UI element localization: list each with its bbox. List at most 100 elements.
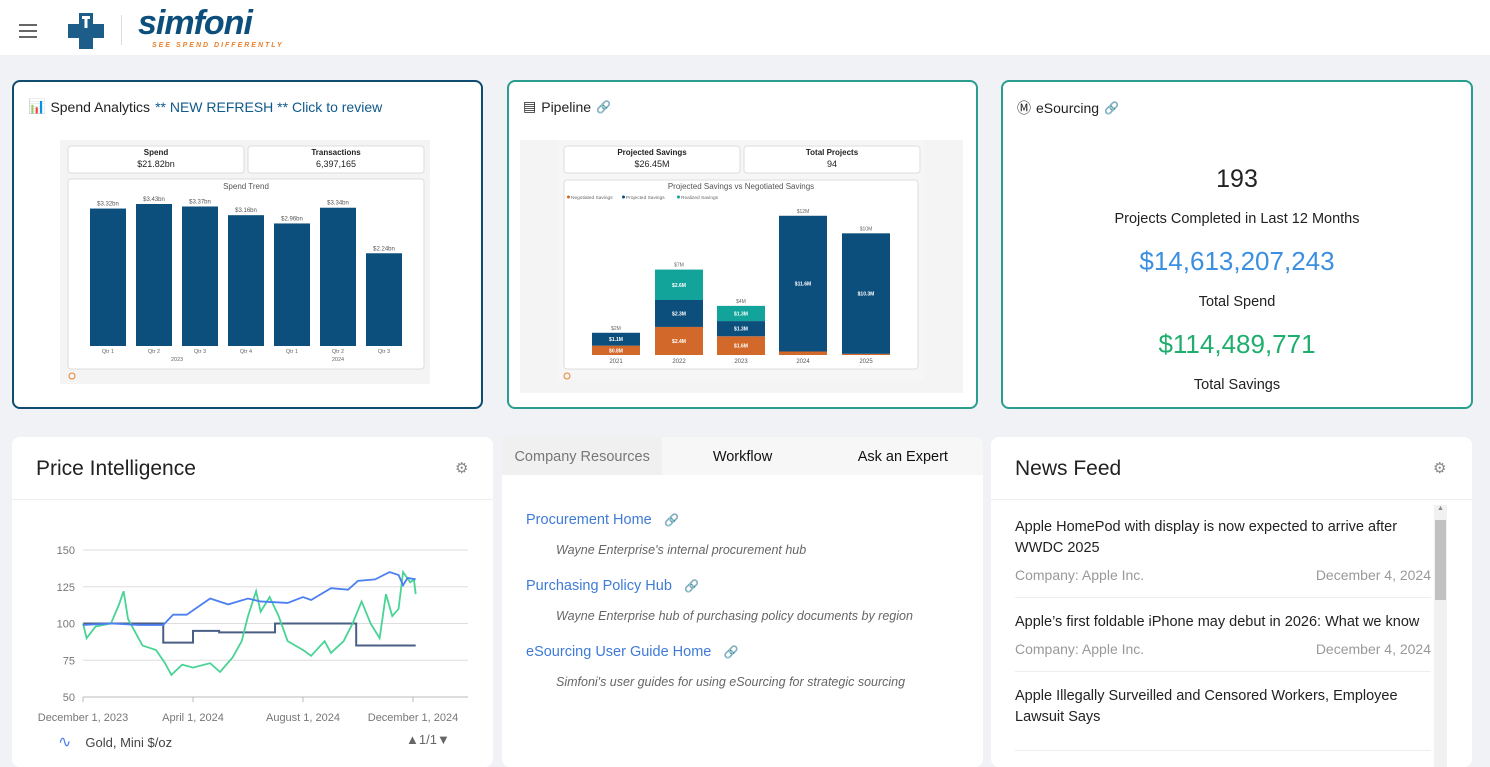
legend-label: Gold, Mini $/oz bbox=[85, 734, 173, 750]
x-group-label: 2023 bbox=[171, 357, 183, 363]
kpi-value: $26.45M bbox=[634, 159, 669, 169]
legend-wave-icon: ∿ bbox=[58, 734, 72, 751]
x-tick-label: Qtr 3 bbox=[194, 349, 206, 355]
x-tick-label: December 1, 2024 bbox=[368, 712, 459, 724]
resource-description: Wayne Enterprise hub of purchasing polic… bbox=[556, 609, 913, 623]
projects-label: Projects Completed in Last 12 Months bbox=[1114, 211, 1360, 227]
total-label: $7M bbox=[674, 263, 684, 269]
kpi-box bbox=[743, 145, 921, 174]
x-group-label: 2024 bbox=[332, 357, 344, 363]
news-item[interactable]: Apple HomePod with display is now expect… bbox=[1015, 517, 1431, 598]
x-tick-label: 2021 bbox=[609, 359, 623, 365]
news-title[interactable]: Apple Illegally Surveilled and Censored … bbox=[1015, 688, 1398, 725]
link-icon[interactable]: 🔗 bbox=[684, 579, 700, 593]
tab-company-resources[interactable]: Company Resources bbox=[502, 437, 663, 475]
card-title: Price Intelligence bbox=[36, 457, 196, 480]
bar-segment bbox=[842, 233, 890, 354]
resource-link[interactable]: Procurement Home bbox=[526, 512, 652, 528]
total-savings-value: $114,489,771 bbox=[1158, 329, 1316, 359]
news-list: Apple HomePod with display is now expect… bbox=[1015, 517, 1431, 765]
bar-label: $3.16bn bbox=[235, 208, 257, 214]
x-tick-label: April 1, 2024 bbox=[162, 712, 224, 724]
tab-ask-an-expert[interactable]: Ask an Expert bbox=[857, 449, 948, 465]
bar bbox=[320, 207, 356, 346]
x-tick-label: Qtr 4 bbox=[240, 349, 252, 355]
simfoni-mark-icon bbox=[563, 372, 571, 380]
legend-label: Projected Savings bbox=[626, 195, 665, 201]
segment-label: $2.4M bbox=[672, 339, 686, 345]
link-icon[interactable]: 🔗 bbox=[664, 513, 680, 527]
link-icon[interactable]: 🔗 bbox=[1104, 101, 1119, 115]
total-savings-label: Total Savings bbox=[1193, 377, 1281, 393]
bar-segment bbox=[717, 305, 765, 322]
price-intelligence-card: Price Intelligence ⚙ 50 75 100 125 150 Decemb… bbox=[12, 437, 493, 767]
pipeline-card[interactable]: ▤ Pipeline 🔗 Projected Savings $26.45M Total… bbox=[507, 80, 978, 409]
bar-segment bbox=[592, 332, 640, 346]
kpi-value: 94 bbox=[827, 159, 837, 169]
legend-dot bbox=[622, 195, 625, 199]
resource-item: Purchasing Policy Hub 🔗 Wayne Enterprise … bbox=[526, 577, 913, 623]
kpi-label: Transactions bbox=[311, 148, 361, 157]
bar bbox=[182, 206, 218, 346]
y-tick-label: 50 bbox=[63, 692, 75, 704]
news-title[interactable]: Apple’s first foldable iPhone may debut … bbox=[1015, 614, 1420, 630]
kpi-box bbox=[247, 145, 425, 174]
refresh-link[interactable]: ** NEW REFRESH ** Click to review bbox=[155, 98, 383, 115]
news-date: December 4, 2024 bbox=[1315, 567, 1431, 583]
news-item[interactable]: Apple’s first foldable iPhone may debut … bbox=[1015, 612, 1431, 672]
kpi-box bbox=[563, 145, 741, 174]
x-tick-label: 2025 bbox=[859, 359, 873, 365]
link-icon[interactable]: 🔗 bbox=[723, 645, 739, 659]
chart-title: Spend Trend bbox=[223, 182, 269, 191]
segment-label: $1.3M bbox=[734, 327, 748, 333]
gear-icon[interactable]: ⚙ bbox=[455, 460, 469, 477]
scrollbar-thumb[interactable] bbox=[1435, 520, 1446, 600]
card-title: eSourcing bbox=[1036, 100, 1100, 116]
resource-link[interactable]: Purchasing Policy Hub bbox=[526, 578, 672, 594]
bar-segment bbox=[655, 269, 703, 301]
total-label: $4M bbox=[736, 299, 746, 305]
resource-link[interactable]: eSourcing User Guide Home bbox=[526, 644, 712, 660]
dollar-icon: Ⓜ bbox=[1017, 100, 1031, 116]
legend-next-icon[interactable]: ▼ bbox=[436, 732, 450, 747]
brand-tagline: SEE SPEND DIFFERENTLY bbox=[152, 42, 284, 49]
resource-item: Procurement Home 🔗 Wayne Enterprise's int… bbox=[526, 511, 806, 557]
scrollbar[interactable]: ▲ bbox=[1434, 505, 1447, 767]
legend-label: Negotiated Savings bbox=[571, 195, 613, 201]
tab-workflow[interactable]: Workflow bbox=[712, 449, 773, 465]
kpi-label: Spend bbox=[144, 148, 169, 157]
bar bbox=[366, 253, 402, 346]
scroll-up-icon[interactable]: ▲ bbox=[1437, 505, 1444, 512]
total-label: $2M bbox=[611, 326, 621, 332]
bar-segment bbox=[779, 351, 827, 355]
resource-description: Simfoni's user guides for using eSourcin… bbox=[556, 675, 906, 689]
x-tick-label: December 1, 2023 bbox=[38, 712, 129, 724]
bar-label: $3.43bn bbox=[143, 197, 165, 203]
link-icon[interactable]: 🔗 bbox=[596, 99, 612, 114]
segment-label: $1.1M bbox=[609, 337, 623, 343]
legend-prev-icon[interactable]: ▲ bbox=[406, 732, 419, 747]
company-logo bbox=[68, 13, 104, 49]
gear-icon[interactable]: ⚙ bbox=[1433, 460, 1447, 477]
x-tick-label: August 1, 2024 bbox=[266, 712, 340, 724]
bar-segment bbox=[655, 326, 703, 355]
x-tick-label: 2023 bbox=[734, 359, 748, 365]
spend-analytics-card[interactable]: 📊 Spend Analytics ** NEW REFRESH ** Click … bbox=[12, 80, 483, 409]
x-tick-label: 2024 bbox=[796, 359, 810, 365]
news-title[interactable]: Apple HomePod with display is now expect… bbox=[1015, 519, 1398, 556]
legend-dot bbox=[677, 195, 680, 199]
menu-icon[interactable] bbox=[19, 24, 37, 42]
news-company: Company: Apple Inc. bbox=[1015, 641, 1145, 657]
news-item[interactable]: Apple Illegally Surveilled and Censored … bbox=[1015, 686, 1431, 751]
bar bbox=[136, 203, 172, 346]
card-title: Spend Analytics bbox=[50, 98, 151, 115]
bar bbox=[274, 223, 310, 346]
bar-segment bbox=[592, 345, 640, 355]
segment-label: $0.8M bbox=[609, 348, 623, 354]
total-spend-label: Total Spend bbox=[1198, 294, 1276, 310]
x-tick-label: Qtr 1 bbox=[102, 349, 114, 355]
bar-segment bbox=[717, 336, 765, 355]
y-tick-label: 150 bbox=[57, 545, 75, 557]
kpi-label: Projected Savings bbox=[617, 148, 687, 157]
